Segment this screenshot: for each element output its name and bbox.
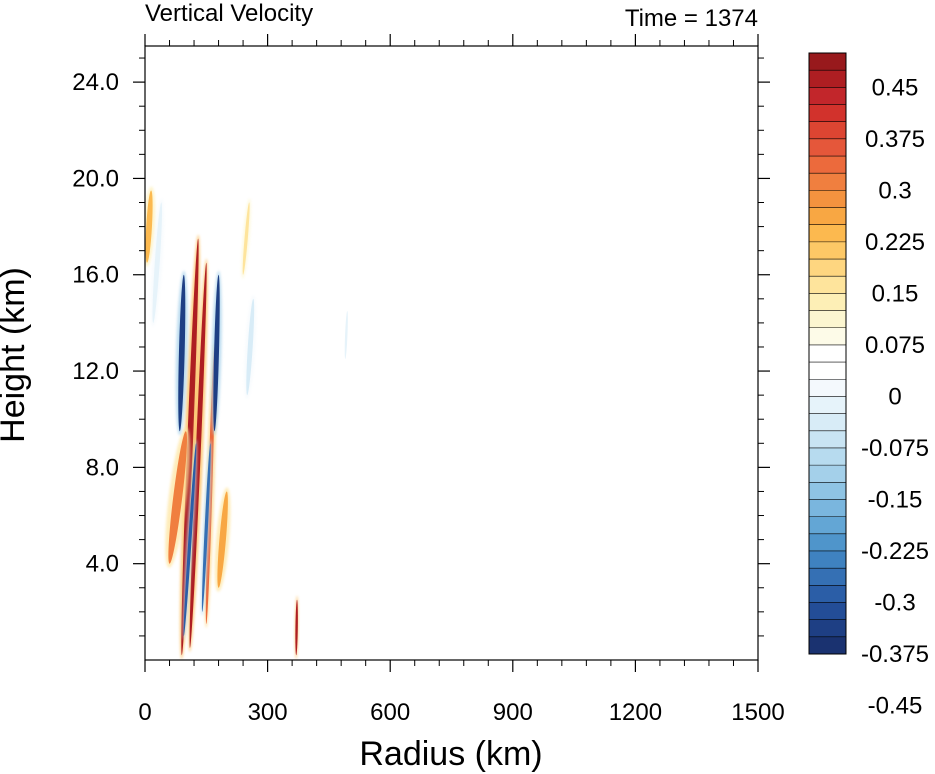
colorbar-swatch bbox=[809, 327, 846, 346]
colorbar-swatch bbox=[809, 173, 846, 191]
downdraft-core bbox=[201, 443, 211, 612]
colorbar-label: -0.15 bbox=[868, 486, 923, 513]
colorbar-label: 0.225 bbox=[865, 229, 925, 256]
colorbar-swatch bbox=[809, 156, 846, 174]
downdraft-core bbox=[178, 274, 186, 432]
colorbar-swatch bbox=[809, 310, 846, 329]
colorbar-label: 0.15 bbox=[872, 280, 919, 307]
plot-area bbox=[145, 46, 758, 660]
downdraft-core bbox=[246, 298, 255, 396]
colorbar-label: 0.45 bbox=[872, 74, 919, 101]
x-tick-label: 1200 bbox=[609, 699, 662, 726]
y-tick-label: 8.0 bbox=[86, 454, 119, 481]
y-tick-label: 4.0 bbox=[86, 551, 119, 578]
y-tick-label: 16.0 bbox=[72, 262, 119, 289]
colorbar-swatch bbox=[809, 379, 846, 397]
y-tick-label: 24.0 bbox=[72, 69, 119, 96]
updraft-core bbox=[295, 599, 298, 656]
colorbar-swatch bbox=[809, 224, 846, 243]
colorbar-swatch bbox=[809, 430, 846, 449]
colorbar-swatch bbox=[809, 413, 846, 432]
colorbar: 0.45 0.375 0.3 0.225 0.15 0.075 0 -0.075 -0.15 -0… bbox=[808, 52, 929, 720]
colorbar-swatch bbox=[809, 121, 846, 140]
colorbar-swatch bbox=[809, 499, 846, 517]
y-tick-label: 12.0 bbox=[72, 358, 119, 385]
colorbar-swatch bbox=[809, 138, 846, 157]
updraft-core bbox=[217, 491, 228, 588]
updraft-core bbox=[242, 202, 250, 275]
updraft-core bbox=[145, 190, 153, 263]
colorbar-swatch bbox=[809, 344, 846, 363]
colorbar-label: 0.3 bbox=[878, 177, 911, 204]
colorbar-label: -0.075 bbox=[861, 435, 929, 462]
colorbar-swatch bbox=[809, 104, 846, 122]
colorbar-swatch bbox=[809, 447, 846, 466]
updraft-core bbox=[168, 431, 188, 564]
plot-frame bbox=[144, 45, 759, 661]
colorbar-label: 0.375 bbox=[865, 126, 925, 153]
downdraft-core bbox=[213, 274, 220, 432]
colorbar-frame bbox=[808, 52, 847, 655]
colorbar-label: -0.225 bbox=[861, 538, 929, 565]
colorbar-swatch bbox=[809, 53, 846, 71]
colorbar-swatch bbox=[809, 259, 846, 277]
x-tick-label: 900 bbox=[493, 699, 533, 726]
colorbar-swatch bbox=[809, 70, 846, 88]
colorbar-swatch bbox=[809, 207, 846, 226]
colorbar-swatch bbox=[809, 190, 846, 208]
x-axis-label: Radius (km) bbox=[359, 735, 542, 773]
x-tick-label: 0 bbox=[138, 699, 151, 726]
colorbar-swatch bbox=[809, 396, 846, 414]
colorbar-swatch bbox=[809, 568, 846, 586]
colorbar-swatch bbox=[809, 276, 846, 294]
time-label: Time = 1374 bbox=[625, 5, 758, 32]
colorbar-swatch bbox=[809, 619, 846, 638]
downdraft-core bbox=[344, 310, 348, 360]
colorbar-swatch bbox=[809, 87, 846, 105]
colorbar-swatch bbox=[809, 241, 846, 260]
colorbar-swatch bbox=[809, 585, 846, 603]
colorbar-label: 0.075 bbox=[865, 332, 925, 359]
x-axis: 0 300 600 900 1200 1500 bbox=[138, 34, 785, 726]
colorbar-label: -0.45 bbox=[868, 693, 923, 720]
chart-title: Vertical Velocity bbox=[145, 0, 313, 27]
velocity-field bbox=[145, 186, 349, 660]
colorbar-swatch bbox=[809, 533, 846, 552]
x-tick-label: 1500 bbox=[731, 699, 784, 726]
colorbar-swatch bbox=[809, 362, 846, 380]
colorbar-label: 0 bbox=[888, 383, 901, 410]
colorbar-swatch bbox=[809, 293, 846, 311]
x-tick-label: 600 bbox=[370, 699, 410, 726]
colorbar-swatch bbox=[809, 602, 846, 620]
y-axis-label: Height (km) bbox=[0, 267, 32, 443]
colorbar-swatch bbox=[809, 550, 846, 569]
y-tick-label: 20.0 bbox=[72, 165, 119, 192]
downdraft-core bbox=[183, 443, 197, 636]
colorbar-label: -0.3 bbox=[874, 589, 915, 616]
y-axis: 4.0 8.0 12.0 16.0 20.0 24.0 bbox=[72, 57, 770, 637]
updraft-core bbox=[189, 262, 207, 648]
x-tick-label: 300 bbox=[248, 699, 288, 726]
colorbar-swatch bbox=[809, 516, 846, 535]
downdraft-core bbox=[152, 202, 163, 323]
colorbar-swatch bbox=[809, 636, 846, 655]
colorbar-swatch bbox=[809, 465, 846, 483]
colorbar-label: -0.375 bbox=[861, 641, 929, 668]
colorbar-swatch bbox=[809, 482, 846, 500]
